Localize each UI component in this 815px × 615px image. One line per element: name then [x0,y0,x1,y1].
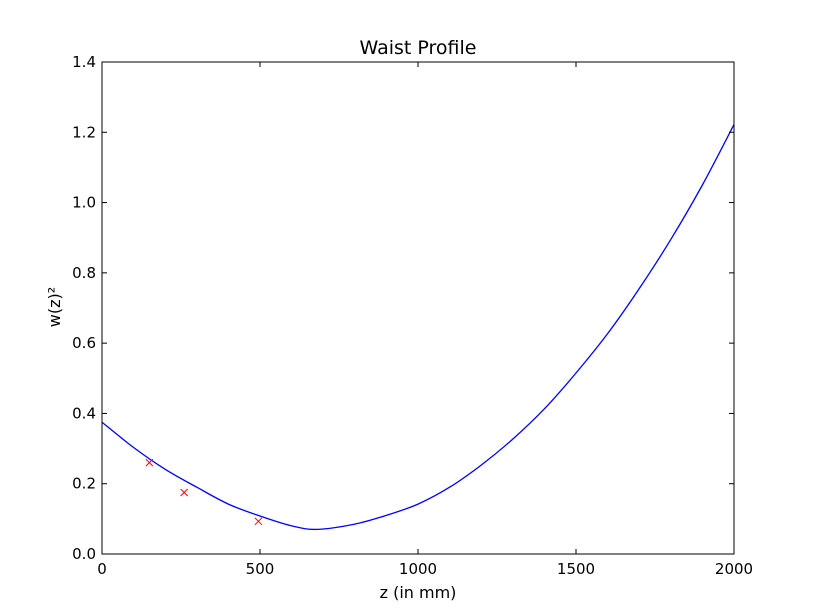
y-tick-label: 0.4 [72,404,96,422]
y-tick-label: 1.0 [72,194,96,212]
y-tick-label: 0.6 [72,334,96,352]
y-tick-label: 1.2 [72,123,96,141]
x-axis-label: z (in mm) [380,583,457,602]
y-axis-label: w(z)² [45,287,64,327]
y-tick-label: 0.8 [72,264,96,282]
y-tick-label: 0.2 [72,475,96,493]
chart-title: Waist Profile [360,37,477,59]
x-tick-label: 1500 [557,560,595,578]
x-tick-label: 2000 [715,560,753,578]
series-line-0 [102,124,734,531]
data-point-marker [180,488,189,497]
y-tick-label: 0.0 [72,545,96,563]
data-point-marker [254,517,263,526]
data-point-marker [145,458,154,467]
y-tick-label: 1.4 [72,53,96,71]
x-tick-label: 0 [97,560,107,578]
x-tick-label: 500 [246,560,275,578]
x-tick-label: 1000 [399,560,437,578]
plot-area: 0 500 1000 1500 2000 0.0 0.2 0.4 0.6 0.8 1.0 1.2 1.4 [72,53,753,578]
